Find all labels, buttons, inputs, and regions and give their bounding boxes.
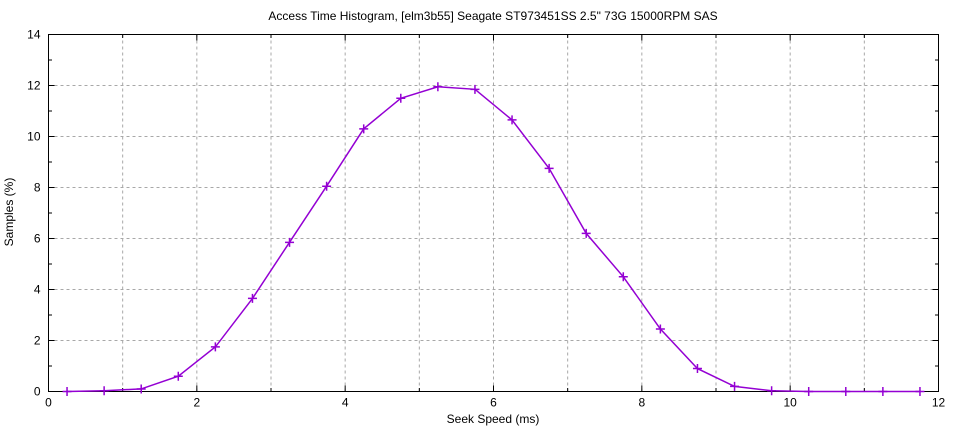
data-point-marker [730,381,740,391]
data-point-marker [767,386,777,396]
data-point-marker [99,386,109,396]
data-point-marker [247,293,257,303]
data-point-marker [285,237,295,247]
x-tick-label: 8 [638,396,645,410]
data-point-marker [655,324,665,334]
data-point-marker [841,387,851,396]
data-point-marker [507,115,517,125]
data-point-marker [618,272,628,282]
data-point-marker [210,342,220,352]
y-tick-label: 12 [27,79,41,93]
data-point-marker [433,82,443,92]
data-point-marker [581,228,591,238]
data-point-marker [692,364,702,374]
y-tick-label: 2 [34,334,41,348]
data-point-marker [878,387,888,396]
data-point-marker [62,387,72,396]
data-point-marker [470,84,480,94]
y-tick-label: 6 [34,232,41,246]
data-point-marker [173,371,183,381]
data-point-marker [359,124,369,134]
y-tick-label: 8 [34,181,41,195]
series-line [66,86,920,393]
x-tick-label: 4 [342,396,349,410]
y-tick-label: 4 [34,283,41,297]
data-point-marker [544,163,554,173]
data-point-marker [136,384,146,394]
x-axis-label: Seek Speed (ms) [446,412,540,426]
y-tick-label: 14 [27,28,41,42]
x-tick-label: 2 [193,396,200,410]
chart-title: Access Time Histogram, [elm3b55] Seagate… [268,9,718,23]
x-tick-label: 6 [490,396,497,410]
data-point-marker [804,387,814,396]
y-tick-label: 10 [27,130,41,144]
y-tick-label: 0 [34,385,41,399]
x-tick-label: 12 [932,396,946,410]
data-point-marker [396,93,406,103]
y-axis-label: Samples (%) [2,177,16,247]
x-tick-label: 10 [783,396,797,410]
x-tick-label: 0 [45,396,52,410]
data-point-marker [322,181,332,191]
data-point-marker [915,387,925,396]
plot-border [48,34,939,392]
